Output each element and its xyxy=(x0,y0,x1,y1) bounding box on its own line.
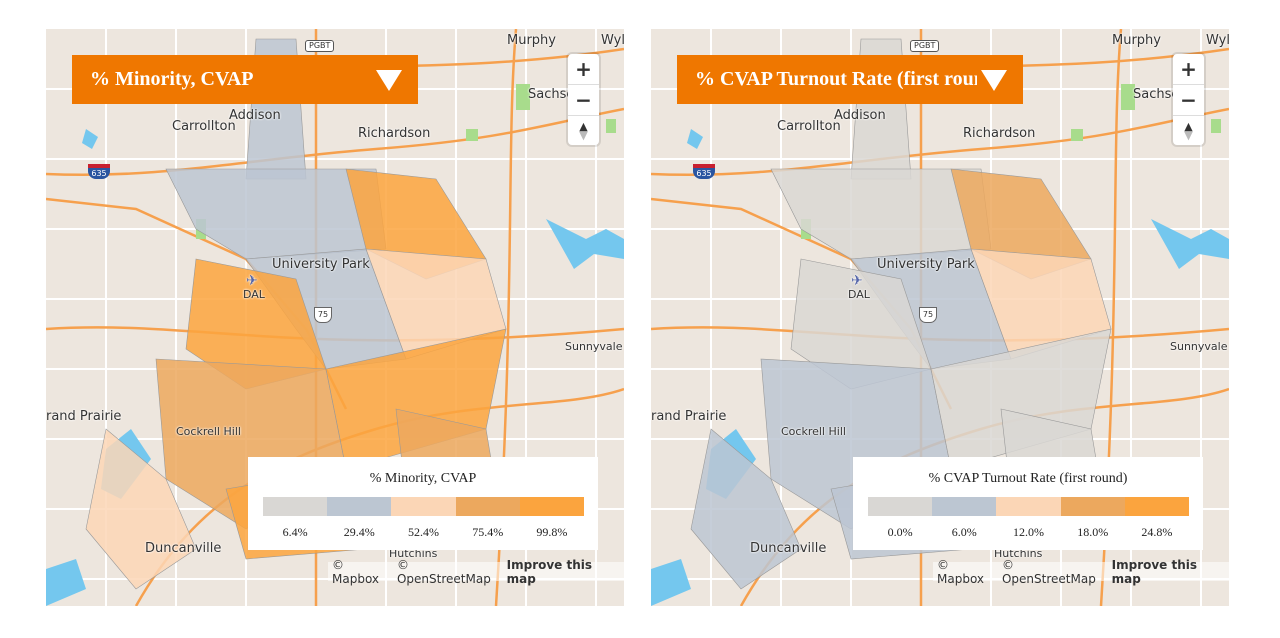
zoom-controls: + − ▲ ▼ xyxy=(568,54,599,145)
dropdown-triangle-icon xyxy=(376,70,402,91)
legend-tick-label: 12.0% xyxy=(1013,525,1044,539)
legend-tick-label: 52.4% xyxy=(408,525,439,539)
map-label-carrollton: Carrollton xyxy=(172,119,236,134)
legend-tick-label: 6.0% xyxy=(951,525,977,539)
compass-icon: ▲ xyxy=(579,120,588,133)
legend-swatch xyxy=(996,497,1061,516)
zoom-in-button[interactable]: + xyxy=(1173,54,1204,85)
legend-swatch xyxy=(932,497,997,516)
precinct-region[interactable] xyxy=(690,428,802,590)
map-label-grand_prairie: rand Prairie xyxy=(651,409,727,424)
legend-tick-label: 18.0% xyxy=(1077,525,1109,539)
metric-select-dropdown[interactable]: % Minority, CVAP xyxy=(72,55,418,104)
map-label-sunnyvale: Sunnyvale xyxy=(565,340,623,353)
legend-tick-label: 99.8% xyxy=(536,525,568,539)
zoom-out-button[interactable]: − xyxy=(568,85,599,116)
legend-swatch xyxy=(868,497,933,516)
osm-link[interactable]: © OpenStreetMap xyxy=(1001,557,1096,586)
compass-button[interactable]: ▲ ▼ xyxy=(579,120,588,142)
osm-link[interactable]: © OpenStreetMap xyxy=(396,557,491,586)
map-label-hutchins: Hutchins xyxy=(994,547,1043,560)
map-legend: % Minority, CVAP 6.4% 29.4% 52.4% 75.4% 99.8… xyxy=(248,457,598,550)
map-label-addison: Addison xyxy=(834,108,886,123)
legend-color-scale xyxy=(868,497,1190,516)
interstate-635-shield: 635 xyxy=(88,164,110,179)
legend-swatch xyxy=(455,497,520,516)
map-attribution: © Mapbox © OpenStreetMap Improve this ma… xyxy=(933,558,1229,586)
map-label-sachse: Sachse xyxy=(1133,87,1180,102)
pgbt-shield: PGBT xyxy=(305,40,335,52)
legend-tick-label: 6.4% xyxy=(282,525,308,539)
legend-color-scale xyxy=(263,497,585,516)
map-label-sachse: Sachse xyxy=(528,87,575,102)
map-label-sunnyvale: Sunnyvale xyxy=(1170,340,1228,353)
map-canvas[interactable] xyxy=(651,29,1229,606)
map-label-dal: DAL xyxy=(243,288,265,301)
mapbox-link[interactable]: © Mapbox xyxy=(332,557,380,586)
map-legend: % CVAP Turnout Rate (first round) 0.0% 6.… xyxy=(853,457,1203,550)
map-label-wylie: Wyli xyxy=(601,33,624,48)
map-label-university_park: University Park xyxy=(272,257,370,272)
pgbt-shield: PGBT xyxy=(910,40,940,52)
zoom-out-button[interactable]: − xyxy=(1173,85,1204,116)
zoom-controls: + − ▲ ▼ xyxy=(1173,54,1204,145)
map-label-university_park: University Park xyxy=(877,257,975,272)
map-label-dal: DAL xyxy=(848,288,870,301)
legend-swatch xyxy=(263,497,328,516)
compass-icon: ▲ xyxy=(1184,120,1193,133)
legend-tick-label: 24.8% xyxy=(1141,525,1173,539)
map-label-richardson: Richardson xyxy=(358,126,431,141)
us-75-shield: 75 xyxy=(314,307,332,323)
metric-select-label: % Minority, CVAP xyxy=(90,68,254,90)
airport-icon: ✈ xyxy=(851,273,863,289)
precinct-region[interactable] xyxy=(85,428,197,590)
map-label-murphy: Murphy xyxy=(507,33,556,48)
map-label-richardson: Richardson xyxy=(963,126,1036,141)
legend-tick-label: 75.4% xyxy=(472,525,504,539)
map-label-cockrell_hill: Cockrell Hill xyxy=(176,425,241,438)
map-label-wylie: Wyli xyxy=(1206,33,1229,48)
legend-title: % Minority, CVAP xyxy=(369,471,477,486)
map-attribution: © Mapbox © OpenStreetMap Improve this ma… xyxy=(328,558,624,586)
map-label-carrollton: Carrollton xyxy=(777,119,841,134)
legend-swatch xyxy=(327,497,392,516)
legend-swatch xyxy=(519,497,585,516)
map-label-grand_prairie: rand Prairie xyxy=(46,409,122,424)
dropdown-triangle-icon xyxy=(981,70,1007,91)
legend-tick-label: 0.0% xyxy=(887,525,913,539)
legend-swatch xyxy=(391,497,456,516)
metric-select-label: % CVAP Turnout Rate (first round) xyxy=(695,68,977,90)
improve-map-link[interactable]: Improve this map xyxy=(1111,557,1198,586)
compass-button[interactable]: ▲ ▼ xyxy=(1184,120,1193,142)
map-label-addison: Addison xyxy=(229,108,281,123)
map-label-hutchins: Hutchins xyxy=(389,547,438,560)
metric-select-dropdown[interactable]: % CVAP Turnout Rate (first round) xyxy=(677,55,1023,104)
legend-swatch xyxy=(1060,497,1125,516)
mapbox-link[interactable]: © Mapbox xyxy=(937,557,985,586)
map-label-duncanville: Duncanville xyxy=(750,541,827,556)
legend-swatch xyxy=(1124,497,1190,516)
zoom-in-button[interactable]: + xyxy=(568,54,599,85)
map-label-cockrell_hill: Cockrell Hill xyxy=(781,425,846,438)
improve-map-link[interactable]: Improve this map xyxy=(506,557,593,586)
airport-icon: ✈ xyxy=(246,273,258,289)
legend-tick-label: 29.4% xyxy=(343,525,375,539)
interstate-635-shield: 635 xyxy=(693,164,715,179)
map-label-murphy: Murphy xyxy=(1112,33,1161,48)
us-75-shield: 75 xyxy=(919,307,937,323)
map-label-duncanville: Duncanville xyxy=(145,541,222,556)
legend-title: % CVAP Turnout Rate (first round) xyxy=(928,471,1128,486)
